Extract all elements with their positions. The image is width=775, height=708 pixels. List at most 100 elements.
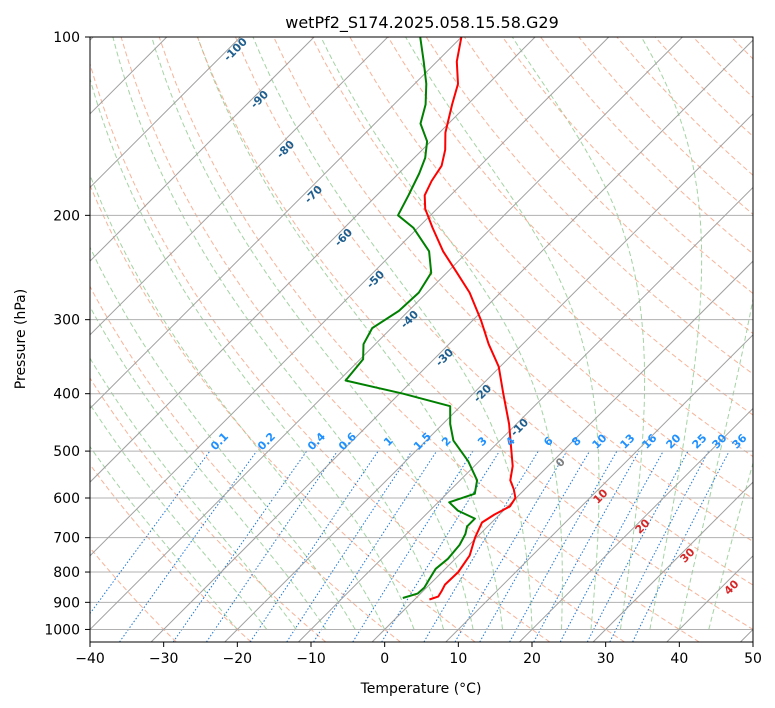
dry-adiabat-line [463,37,753,335]
mixing-ratio-line [286,450,413,642]
moist-adiabat-line [90,445,238,630]
mixing-ratio-line [632,450,730,642]
mixing-ratio-label: 1.5 [411,430,434,453]
moist-adiabat-line [90,403,268,630]
y-axis: 1000 900 800 700 600 500 400 300 200 100 [44,30,90,638]
mixing-ratio-lines [90,450,730,642]
moist-adiabat-line [640,37,703,630]
isotherm-grid [90,37,753,642]
moist-adiabat-line [678,296,753,630]
moist-adiabat-line [320,37,563,630]
dry-adiabat-line [387,37,753,416]
y-tick-label: 200 [53,208,80,224]
y-tick-label: 1000 [44,622,80,638]
mixing-ratio-line [119,450,258,642]
moist-adiabat-line [708,461,753,630]
mixing-ratio-label: 13 [618,432,638,452]
mixing-ratio-line [509,450,618,642]
dry-adiabat-label: -30 [433,346,456,369]
x-tick-label: −40 [75,651,105,667]
isotherm-line [298,186,753,642]
mixing-ratio-label: 8 [569,434,584,449]
isotherm-line [371,260,753,642]
isotherm-line [90,37,241,189]
moist-adiabat-line [252,37,533,630]
dry-adiabat-line [90,285,401,642]
dry-adiabat-line [196,37,753,630]
dry-adiabat-label: -70 [302,183,325,206]
isotherm-line [740,628,753,642]
moist-adiabat-line [90,76,415,630]
moist-adiabat-line [151,37,474,630]
dry-adiabat-line [158,37,700,642]
isobar-grid [90,37,753,630]
dry-adiabat-line [349,37,753,458]
dry-adiabat-line [770,37,775,642]
x-tick-label: −10 [296,651,326,667]
dry-adiabat-line [616,37,753,176]
x-tick-label: −30 [149,651,179,667]
dewpoint-profile [344,37,479,599]
dry-adiabat-label: -90 [248,88,271,111]
y-tick-label: 100 [53,30,80,46]
moist-adiabat-label: 0 [553,455,568,470]
y-tick-label: 300 [53,313,80,329]
moist-adiabat-line [90,305,327,630]
y-tick-label: 900 [53,595,80,611]
isotherm-line [90,37,610,557]
x-tick-label: −20 [223,651,253,667]
x-tick-label: 20 [523,651,541,667]
moist-adiabat-line [405,37,600,630]
dry-adiabat-line [540,37,753,255]
dry-adiabat-line [120,37,625,642]
moist-adiabat-label: 20 [633,516,653,536]
x-tick-label: 50 [744,651,762,667]
dry-adiabat-label: -60 [332,226,355,249]
isotherm-line [90,37,462,410]
dry-adiabat-label: -80 [274,138,297,161]
dry-adiabat-line [90,62,551,642]
x-tick-label: 30 [597,651,615,667]
mixing-ratio-line [559,450,664,642]
moist-adiabat-line [112,37,445,630]
y-tick-label: 400 [53,387,80,403]
mixing-ratio-line [609,450,709,642]
mixing-ratio-line [423,450,539,642]
mixing-ratio-label: 0.4 [305,430,328,453]
mixing-ratio-label: 3 [475,434,490,449]
plot-area: -100-90-80-70-60-50-40-30-20-100.1 0.2 0.4… [90,37,775,642]
mixing-ratio-line [313,450,438,642]
isotherm-line [90,37,389,336]
x-tick-label: 10 [449,651,467,667]
profile-lines [344,37,517,601]
isotherm-line [150,39,753,642]
dry-adiabat-label: -20 [471,382,494,405]
mixing-ratio-line [586,450,689,642]
x-axis: −40 −30 −20 −10 0 10 20 30 40 50 [75,642,762,667]
mixing-ratio-line [205,450,338,642]
dry-adiabat-label: -40 [398,308,421,331]
plot-frame [89,36,754,643]
x-tick-label: 0 [380,651,389,667]
moist-adiabat-label: 10 [591,486,611,506]
dry-adiabat-line [273,37,753,543]
y-tick-label: 600 [53,491,80,507]
moist-adiabat-line [197,37,503,630]
isotherm-line [592,481,753,642]
moist-adiabat-line [90,246,356,630]
mixing-ratio-line [352,450,474,642]
x-axis-title: Temperature (°C) [360,681,482,697]
y-axis-title: Pressure (hPa) [13,289,29,389]
mixing-ratio-label: 0.1 [208,430,231,453]
isotherm-line [519,407,753,642]
chart-title: wetPf2_S174.2025.058.15.58.G29 [285,13,559,33]
moist-adiabat-line [90,357,297,630]
mixing-ratio-label: 10 [590,431,610,451]
moist-adiabats [90,37,753,630]
dry-adiabat-line [90,183,476,642]
mixing-ratio-label: 36 [730,431,750,451]
dry-adiabat-line [90,547,177,642]
mixing-ratio-label: 25 [690,432,710,452]
moist-adiabat-label: 40 [722,577,742,597]
